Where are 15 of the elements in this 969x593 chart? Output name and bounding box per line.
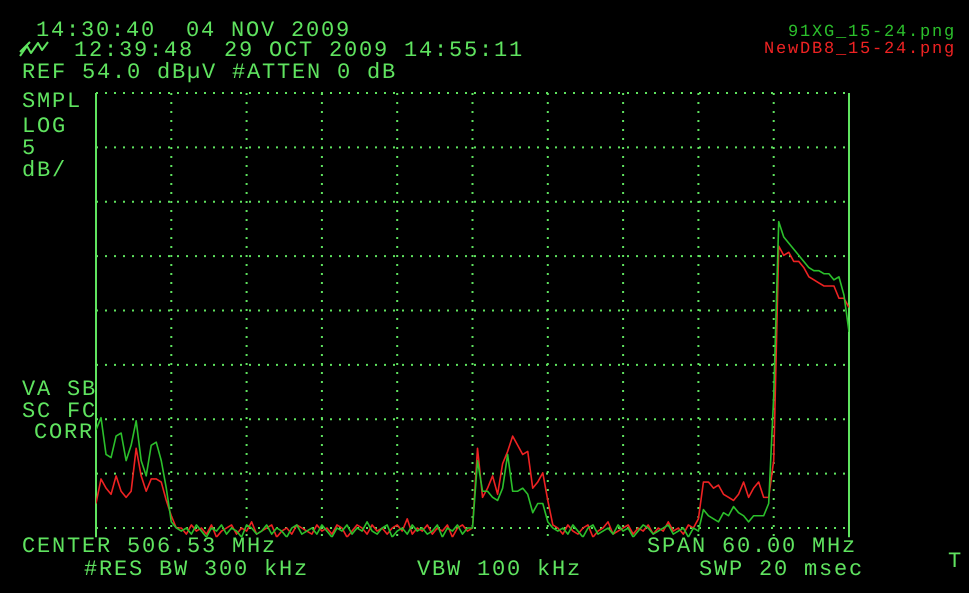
text: T <box>948 549 964 574</box>
annotation: CENTER 506.53 MHz <box>22 534 278 559</box>
text: SMPL <box>22 89 82 114</box>
text: 91XG_15-24.png <box>788 23 956 42</box>
text: dB/ <box>22 158 68 183</box>
text: VBW 100 kHz <box>417 557 582 582</box>
text: NewDB8_15-24.png <box>764 40 956 59</box>
text: #RES BW 300 kHz <box>84 557 310 582</box>
annotation: SPAN 60.00 MHz <box>647 534 858 559</box>
text: REF 54.0 dBµV #ATTEN 0 dB <box>22 60 398 85</box>
annotation: VA SB <box>22 377 98 402</box>
text: LOG <box>22 114 68 139</box>
chart-subtitle: 12:39:48 29 OCT 2009 14:55:11 <box>74 38 524 63</box>
text: SWP 20 msec <box>699 557 864 582</box>
text: 5 <box>22 136 38 161</box>
